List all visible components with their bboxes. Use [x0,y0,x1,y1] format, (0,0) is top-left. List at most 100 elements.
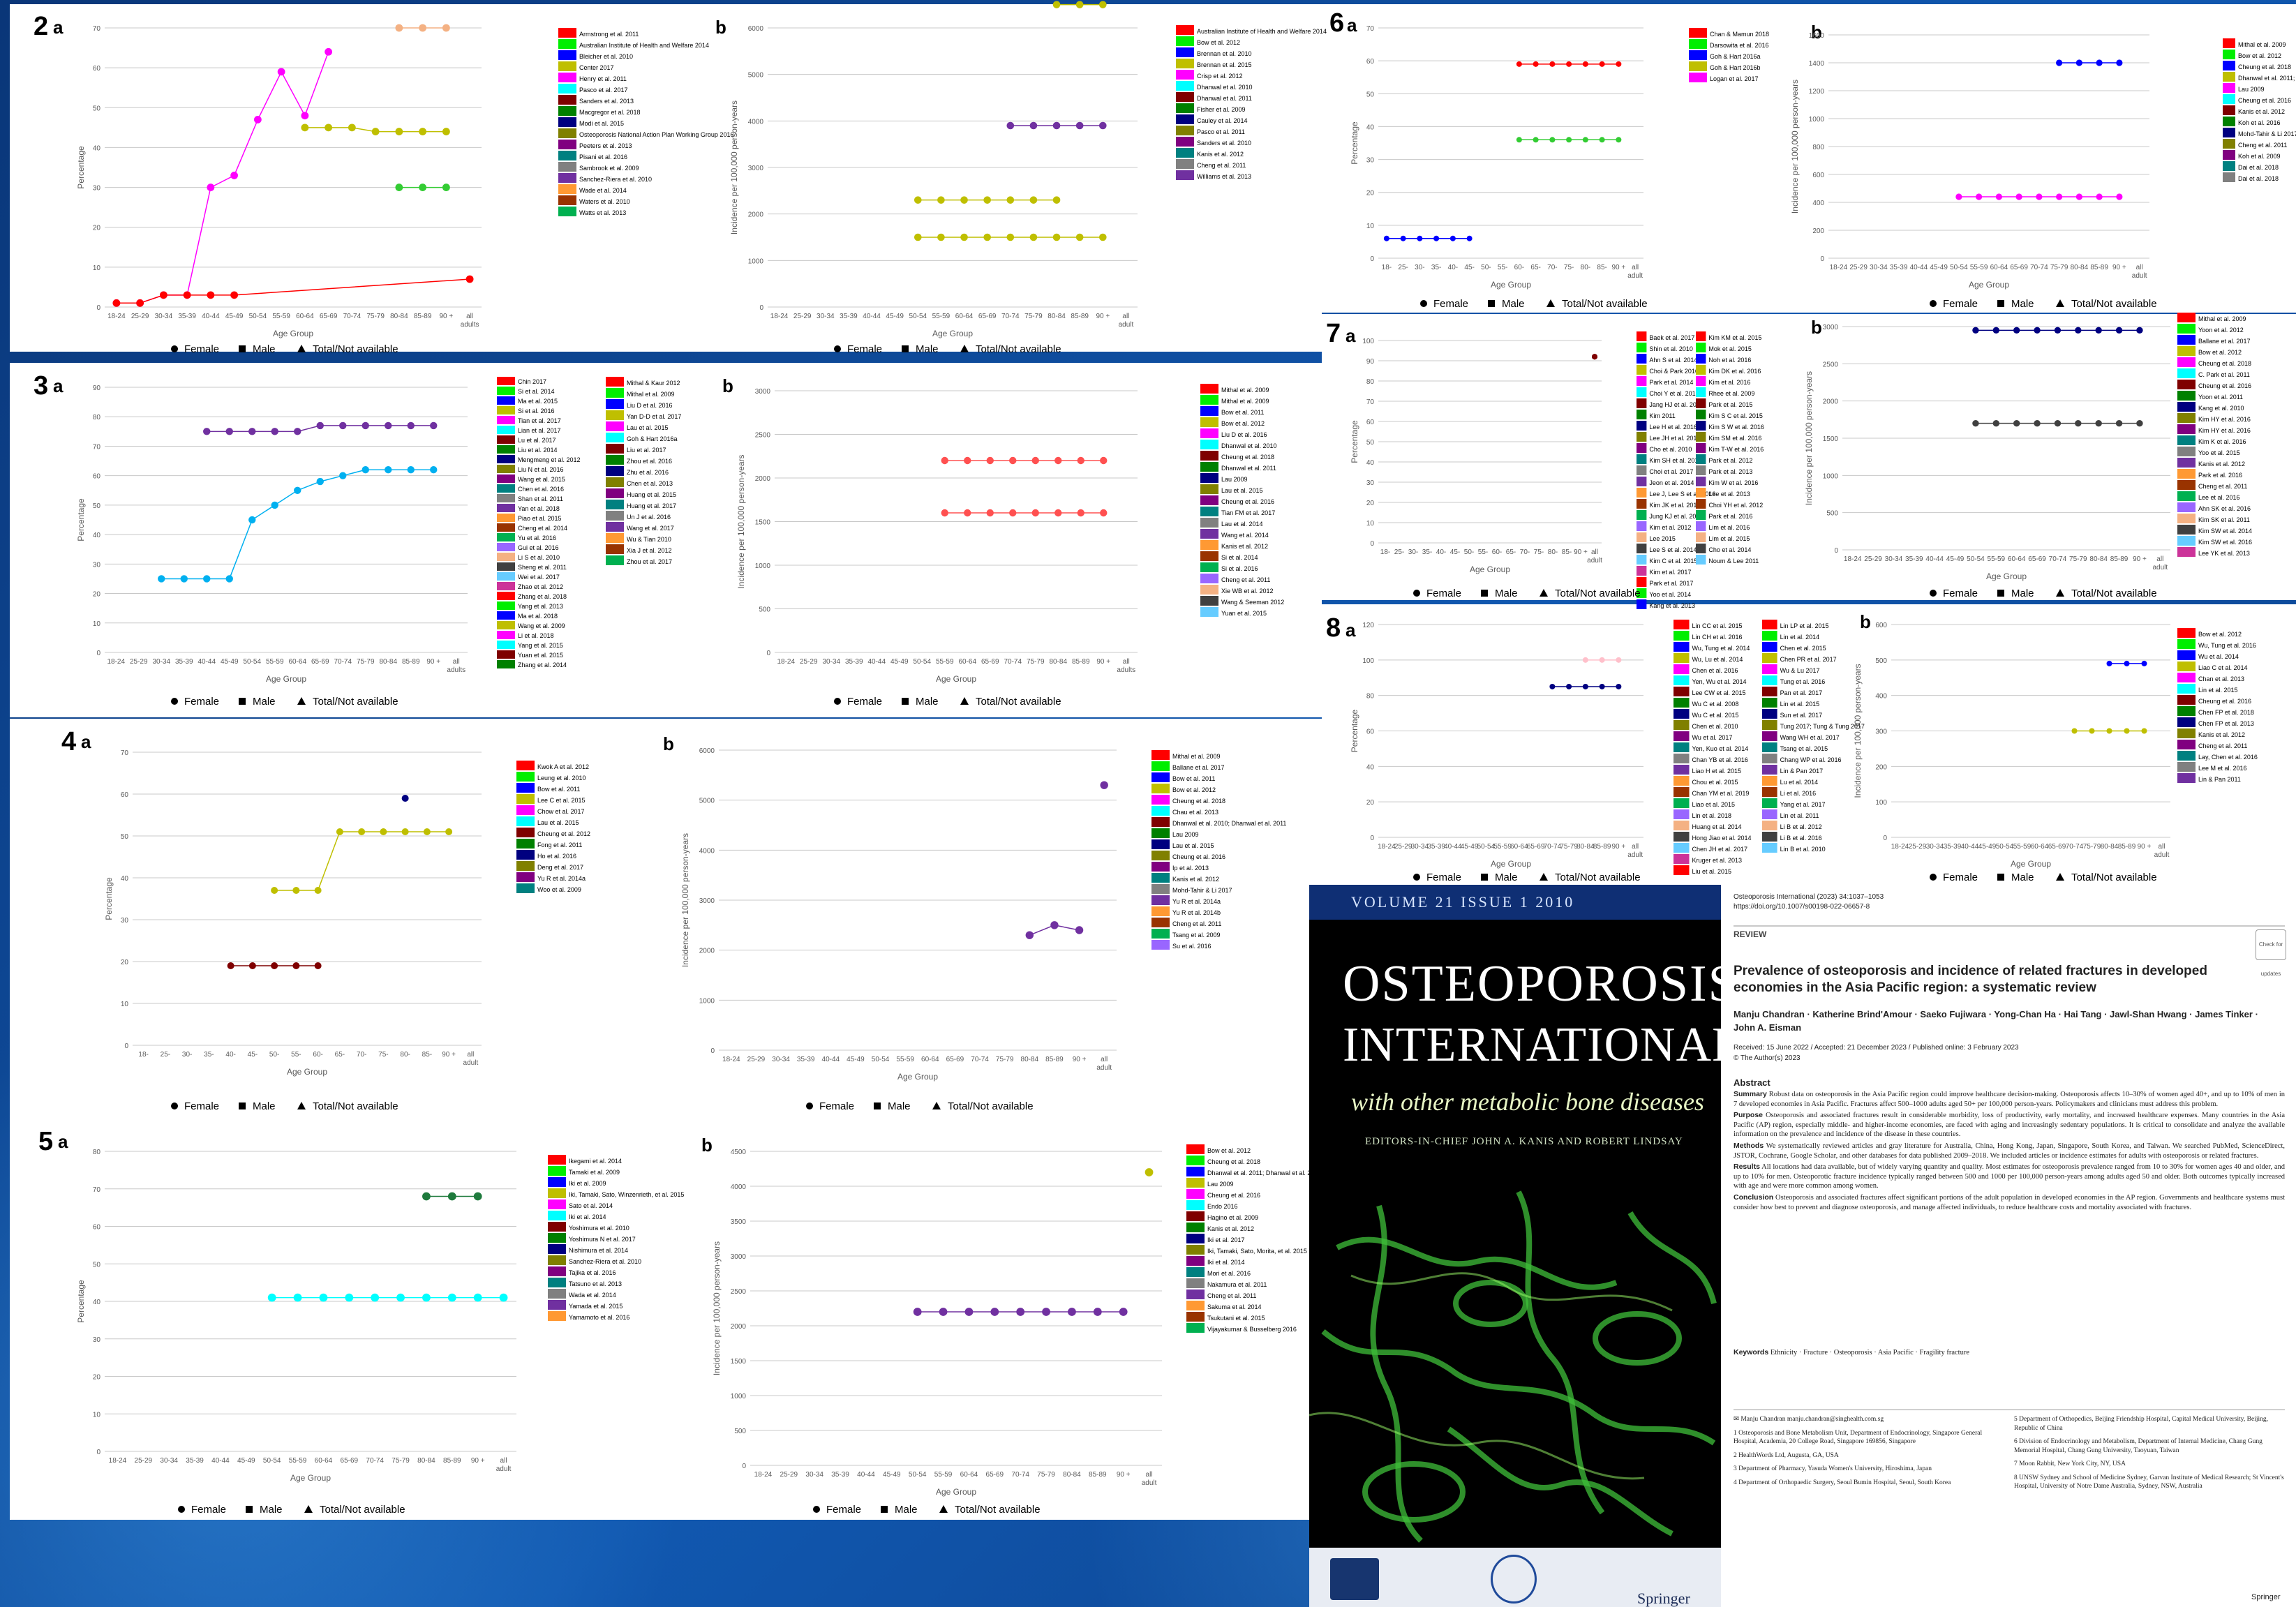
data-point [271,962,278,969]
legend-swatch [516,850,535,860]
y-tick-label: 90 [1366,358,1375,366]
legend-label: Kanis et al. 2012 [1172,876,1219,883]
key-total-label: Total/Not available [976,696,1061,708]
x-tick-label: 25-29 [800,658,818,666]
x-tick-label: 70- [1547,264,1557,271]
y-tick-label: 30 [1366,479,1375,487]
key-male-label: Male [916,696,939,708]
data-point [248,516,256,524]
legend-label: Sanchez-Riera et al. 2010 [569,1258,641,1265]
y-tick-label: 40 [121,875,129,883]
y-tick-label: 5000 [748,72,764,80]
legend-label: Tian FM et al. 2017 [1221,509,1275,516]
y-tick-label: 60 [1366,728,1375,736]
legend-swatch [1696,376,1706,386]
legend-label: Wang & Seeman 2012 [1221,599,1284,606]
legend-label: Wu et al. 2014 [2198,653,2239,660]
data-point [1616,137,1622,143]
y-tick-label: 2500 [1823,361,1839,368]
legend-label: Goh & Hart 2016a [1710,53,1761,60]
legend-label: Logan et al. 2017 [1710,75,1759,82]
legend-swatch [2177,628,2196,638]
legend-swatch [606,399,624,409]
legend-swatch [497,523,515,532]
x-tick-label: 35- [204,1051,214,1059]
legend-swatch [1696,331,1706,341]
legend-swatch [1637,555,1647,565]
legend-swatch [1689,28,1707,38]
article-doi[interactable]: https://doi.org/10.1007/s00198-022-06657… [1734,903,1870,911]
data-point [248,428,256,435]
legend-label: Osteoporosis National Action Plan Workin… [579,131,733,138]
x-tick-label: 45-49 [221,658,239,666]
legend-swatch [1637,566,1647,576]
legend-label: Cheung et al. 2018 [1172,798,1225,805]
panel-letter: a [53,17,64,38]
x-tick-label: 75-79 [1027,658,1045,666]
y-tick-label: 80 [1366,378,1375,386]
key-male-label: Male [1495,588,1518,599]
data-point [419,184,427,191]
x-tick-label: 65-69 [311,658,329,666]
key-female-label: Female [1426,588,1461,599]
legend-swatch [1186,1267,1205,1277]
x-tick-label: 75-79 [1560,843,1578,851]
legend-swatch [497,387,515,395]
key-male-label: Male [1502,298,1525,310]
data-point [225,575,233,583]
female-key-icon [171,698,178,705]
x-tick-label: 85-89 [402,658,420,666]
legend-swatch [1637,331,1647,341]
legend-swatch [1151,839,1170,849]
legend-swatch [1637,398,1647,408]
check-for-updates-badge[interactable]: Check for updates [2256,929,2286,977]
legend-label: Henry et al. 2011 [579,75,627,82]
y-tick-label: 3000 [1823,324,1839,331]
x-tick-label: 35-39 [186,1457,204,1465]
legend-label: Wade et al. 2014 [579,187,627,194]
y-tick-label: 10 [93,1411,101,1419]
data-point [1052,233,1061,241]
legend-label: Kim K et al. 2016 [2198,438,2246,445]
legend-label: Lin & Pan 2011 [2198,776,2241,783]
x-tick-label: 65- [335,1051,345,1059]
legend-swatch [1200,384,1218,394]
legend-swatch [497,426,515,434]
legend-swatch [1673,687,1690,696]
x-tick-label: 35- [1422,548,1432,556]
data-point [371,1293,380,1302]
cover-publisher: Springer [1637,1590,1690,1607]
legend-swatch [1762,809,1777,819]
legend-label: Li B et al. 2012 [1780,823,1822,830]
x-axis-title: Age Group [290,1473,331,1483]
x-tick-label: 70-74 [366,1457,384,1465]
legend-label: Lau et al. 2015 [537,819,579,826]
x-tick-label: 75-79 [366,313,385,320]
data-point [1077,456,1084,465]
legend-swatch [497,435,515,444]
legend-swatch [1200,518,1218,528]
legend-label: Cheung et al. 2016 [1172,853,1225,860]
legend-label: Tsukutani et al. 2015 [1207,1315,1265,1322]
legend-swatch [548,1211,566,1220]
y-axis-title: Percentage [1350,420,1359,463]
legend-label: Huang et al. 2015 [627,491,676,498]
data-point [986,509,994,517]
legend-label: Bow et al. 2012 [1172,786,1216,793]
legend-swatch [1673,653,1690,663]
legend-label: Woo et al. 2009 [537,886,581,893]
x-tick-label: 60- [1492,548,1502,556]
figure-number: 8 [1326,613,1341,643]
legend-label: Kim T-W et al. 2016 [1708,446,1764,453]
key-total-label: Total/Not available [948,1100,1034,1112]
legend-label: Yan et al. 2018 [518,505,560,512]
legend-swatch [1689,61,1707,71]
x-tick-label: 80- [1581,264,1590,271]
legend-label: Sanders et al. 2010 [1197,140,1251,147]
legend-label: Zhang et al. 2018 [518,593,567,600]
data-point [339,421,347,430]
legend-swatch [1151,940,1170,950]
data-point [2075,419,2082,427]
x-tick-label: 75- [1534,548,1544,556]
legend-swatch [1673,776,1690,786]
